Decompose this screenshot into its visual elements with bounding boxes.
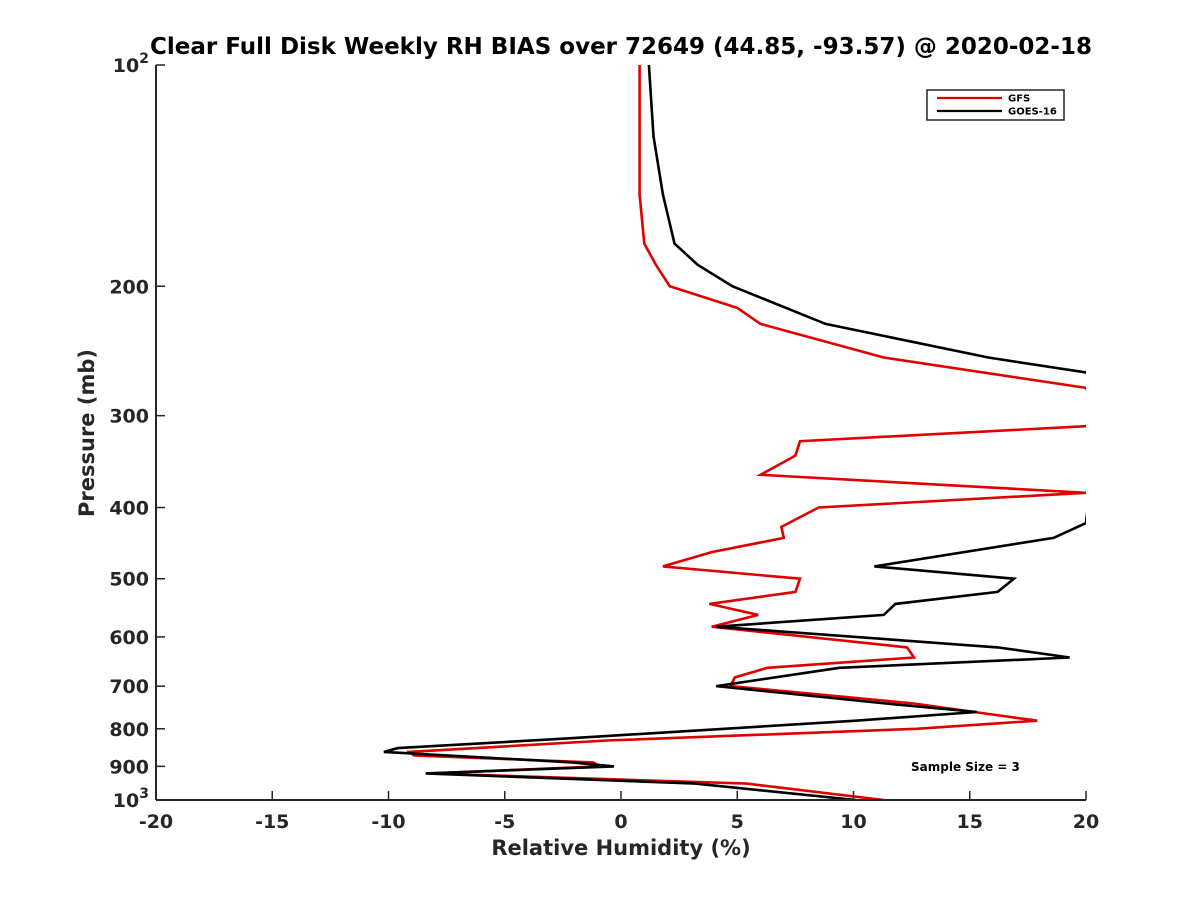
x-tick-label: -20 <box>139 811 173 833</box>
x-tick-label: -10 <box>371 811 405 833</box>
y-tick-label: 102 <box>113 51 149 77</box>
y-tick-label: 400 <box>109 498 149 520</box>
x-tick-label: -5 <box>494 811 515 833</box>
y-tick-label: 103 <box>113 786 149 812</box>
legend: GFS GOES-16 <box>926 89 1065 121</box>
x-tick-label: 20 <box>1073 811 1099 833</box>
y-ticks: 102 200 300 400 500 600 700 800 900 103 <box>109 51 165 812</box>
series-layer <box>383 65 1086 800</box>
series-line-goes16 <box>383 65 1086 800</box>
x-tick-label: 15 <box>957 811 983 833</box>
y-tick-label: 500 <box>109 569 149 591</box>
series-line-gfs <box>405 65 1086 800</box>
y-tick-label: 300 <box>109 406 149 428</box>
x-tick-label: 10 <box>840 811 866 833</box>
y-tick-label: 600 <box>109 627 149 649</box>
x-tick-label: 0 <box>614 811 627 833</box>
y-tick-label: 800 <box>109 719 149 741</box>
y-tick-label: 900 <box>109 756 149 778</box>
x-ticks: -20 -15 -10 -5 0 5 10 15 20 <box>139 791 1099 833</box>
x-axis-label: Relative Humidity (%) <box>491 836 750 860</box>
y-axis-label: Pressure (mb) <box>75 349 99 517</box>
y-tick-label: 200 <box>109 276 149 298</box>
x-tick-label: 5 <box>731 811 744 833</box>
legend-label-goes16: GOES-16 <box>1008 107 1057 118</box>
sample-size-annotation: Sample Size = 3 <box>911 760 1020 774</box>
chart-title: Clear Full Disk Weekly RH BIAS over 7264… <box>150 34 1092 60</box>
legend-box <box>926 89 1065 121</box>
x-tick-label: -15 <box>255 811 289 833</box>
legend-label-gfs: GFS <box>1008 94 1030 105</box>
y-tick-label: 700 <box>109 676 149 698</box>
